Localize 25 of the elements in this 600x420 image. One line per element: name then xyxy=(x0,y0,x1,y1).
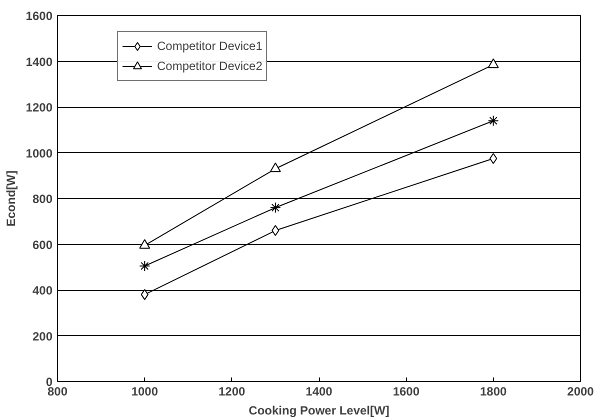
point xyxy=(488,58,499,68)
point xyxy=(139,260,150,272)
x-axis-title: Cooking Power Level[W] xyxy=(248,404,390,418)
x-tick-label: 1200 xyxy=(218,384,246,398)
x-tick-label: 1000 xyxy=(131,384,158,398)
legend-label: Competitor Device1 xyxy=(157,39,262,53)
y-tick-label: 400 xyxy=(32,284,53,298)
x-tick-label: 1800 xyxy=(480,384,508,398)
point xyxy=(139,239,150,249)
x-tick-label: 1400 xyxy=(306,384,333,398)
y-tick-label: 1400 xyxy=(26,54,53,69)
y-tick-label: 1600 xyxy=(26,9,53,23)
y-tick-label: 200 xyxy=(32,329,53,344)
y-tick-label: 800 xyxy=(32,192,53,206)
x-tick-label: 2000 xyxy=(567,384,594,398)
x-tick-label: 800 xyxy=(47,384,68,398)
legend-label: Competitor Device2 xyxy=(157,59,262,73)
point xyxy=(488,115,499,126)
point xyxy=(270,162,281,172)
y-tick-label: 1000 xyxy=(26,146,53,160)
y-axis-title: Econd[W] xyxy=(4,170,18,226)
x-tick-label: 1600 xyxy=(392,384,420,398)
point xyxy=(270,202,281,214)
y-tick-label: 600 xyxy=(32,238,53,252)
y-tick-label: 1200 xyxy=(26,100,53,114)
